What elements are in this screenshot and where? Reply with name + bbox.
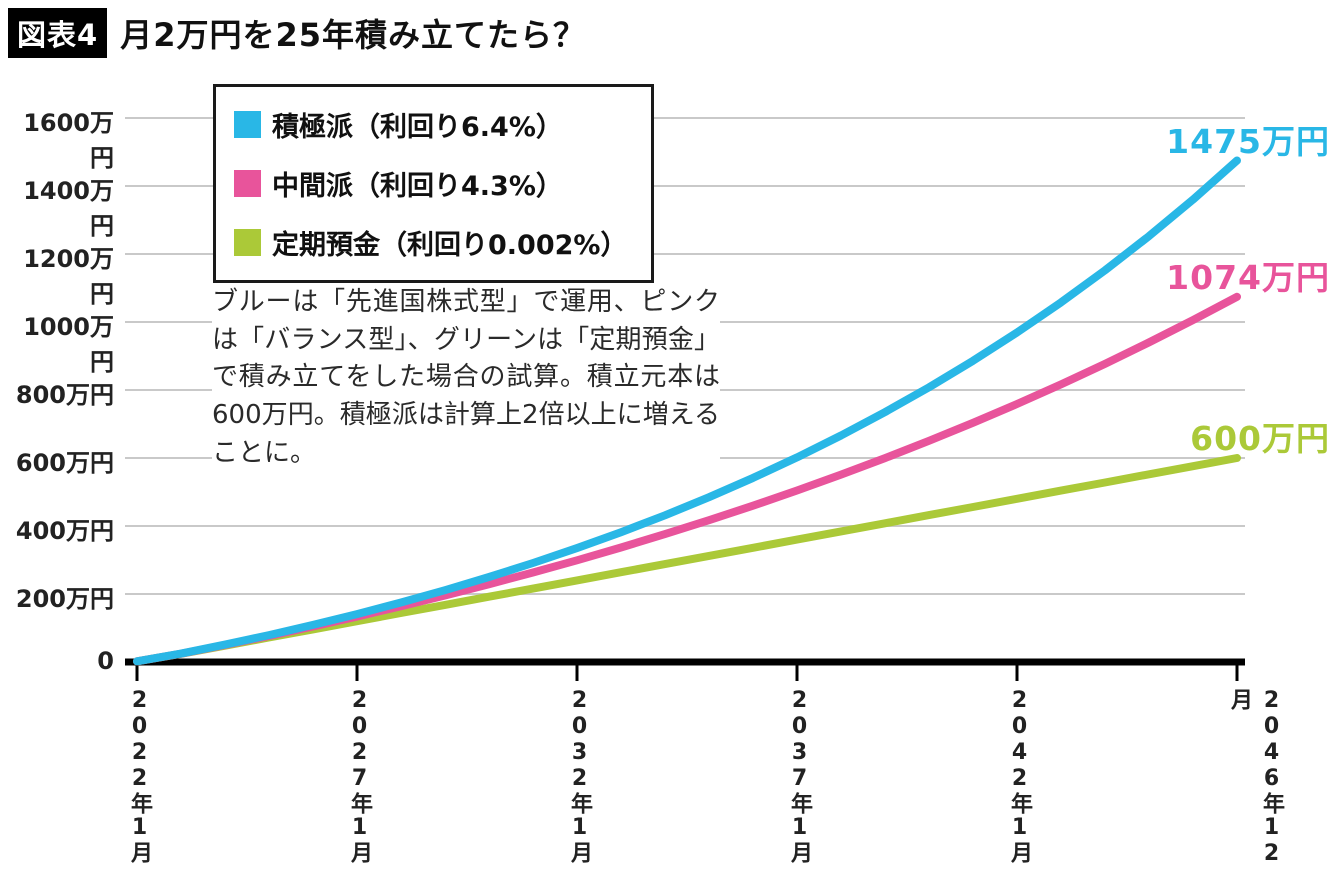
legend-swatch-green bbox=[234, 229, 261, 256]
series-end-label: 600万円 bbox=[1190, 419, 1330, 458]
legend-item-deposit: 定期預金（利回り0.002%） bbox=[234, 223, 627, 262]
x-tick-label: 2027年1月 bbox=[347, 688, 372, 864]
y-tick-label: 1600万円 bbox=[23, 109, 114, 172]
y-tick-label: 200万円 bbox=[15, 585, 114, 613]
legend-item-aggressive: 積極派（利回り6.4%） bbox=[234, 105, 627, 144]
x-tick-label: 2022年1月 bbox=[127, 688, 152, 864]
legend-item-middle: 中間派（利回り4.3%） bbox=[234, 164, 627, 203]
chart-header: 図表4 月2万円を25年積み立てたら？ bbox=[8, 8, 586, 58]
figure-number-badge: 図表4 bbox=[8, 8, 108, 58]
x-tick-label: 2046年12月 bbox=[1227, 688, 1284, 867]
y-tick-label: 600万円 bbox=[15, 449, 114, 477]
y-tick-label: 1400万円 bbox=[23, 177, 114, 240]
x-tick-label: 2032年1月 bbox=[567, 688, 592, 864]
x-tick-label: 2037年1月 bbox=[787, 688, 812, 864]
series-end-label: 1475万円 bbox=[1166, 121, 1330, 161]
y-tick-label: 400万円 bbox=[15, 517, 114, 545]
page-title: 月2万円を25年積み立てたら？ bbox=[120, 16, 586, 54]
chart-legend: 積極派（利回り6.4%） 中間派（利回り4.3%） 定期預金（利回り0.002%… bbox=[213, 84, 655, 283]
y-tick-label: 0 bbox=[97, 647, 114, 675]
series-end-label: 1074万円 bbox=[1166, 257, 1330, 297]
y-tick-label: 1200万円 bbox=[23, 245, 114, 308]
x-tick-label: 2042年1月 bbox=[1007, 688, 1032, 864]
y-tick-label: 800万円 bbox=[15, 381, 114, 409]
series-line bbox=[133, 156, 1241, 666]
chart-annotation: ブルーは「先進国株式型」で運用、ピンクは「バランス型」、グリーンは「定期預金」で… bbox=[212, 284, 720, 473]
legend-swatch-blue bbox=[234, 111, 261, 138]
legend-label-deposit: 定期預金（利回り0.002%） bbox=[272, 230, 628, 261]
legend-label-aggressive: 積極派（利回り6.4%） bbox=[272, 112, 563, 143]
y-tick-label: 1000万円 bbox=[23, 313, 114, 376]
legend-swatch-pink bbox=[234, 170, 261, 197]
legend-label-middle: 中間派（利回り4.3%） bbox=[272, 171, 563, 202]
